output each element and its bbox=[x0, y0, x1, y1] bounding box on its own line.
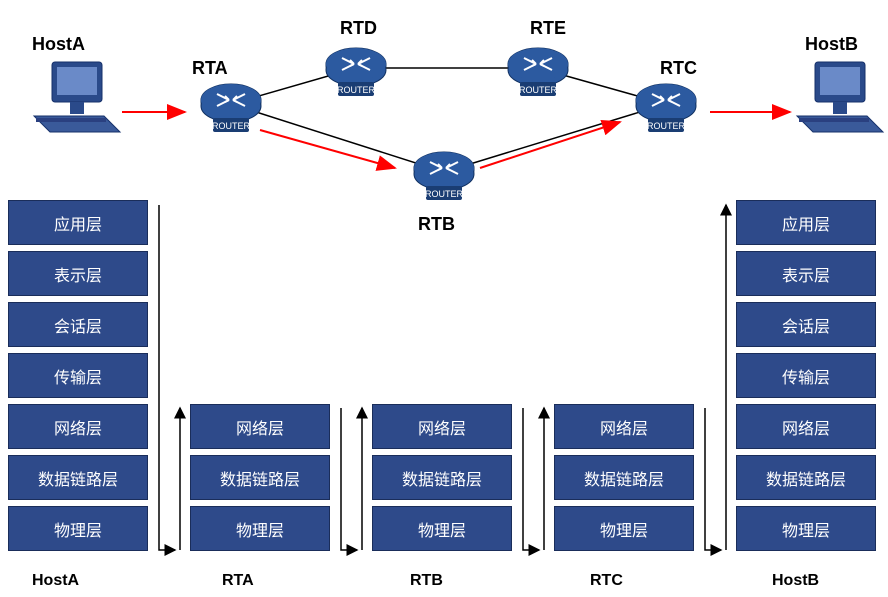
hostA-label: HostA bbox=[32, 34, 85, 55]
layer-box: 物理层 bbox=[736, 506, 876, 551]
rtb-router-icon: ROUTER bbox=[408, 148, 480, 209]
rte-router-icon: ROUTER bbox=[502, 44, 574, 105]
layer-box: 物理层 bbox=[190, 506, 330, 551]
stack-label-rtb: RTB bbox=[410, 572, 443, 590]
layer-box: 物理层 bbox=[372, 506, 512, 551]
layer-box: 应用层 bbox=[736, 200, 876, 245]
layer-box: 应用层 bbox=[8, 200, 148, 245]
layer-box: 数据链路层 bbox=[554, 455, 694, 500]
flow-arrow-2 bbox=[480, 122, 620, 168]
layer-arrow-6 bbox=[705, 408, 721, 550]
rtc-label: RTC bbox=[660, 58, 697, 79]
rtb-label: RTB bbox=[418, 214, 455, 235]
layer-arrow-4 bbox=[523, 408, 539, 550]
svg-text:ROUTER: ROUTER bbox=[647, 121, 686, 131]
layer-box: 会话层 bbox=[8, 302, 148, 347]
layer-box: 网络层 bbox=[736, 404, 876, 449]
stack-label-rta: RTA bbox=[222, 572, 254, 590]
hostA-computer-icon bbox=[32, 60, 122, 143]
rta-router-icon: ROUTER bbox=[195, 80, 267, 141]
svg-text:ROUTER: ROUTER bbox=[425, 189, 464, 199]
layer-box: 表示层 bbox=[736, 251, 876, 296]
layer-box: 网络层 bbox=[554, 404, 694, 449]
layer-box: 传输层 bbox=[736, 353, 876, 398]
rtc-router-icon: ROUTER bbox=[630, 80, 702, 141]
hostB-computer-icon bbox=[795, 60, 885, 143]
layer-box: 物理层 bbox=[8, 506, 148, 551]
layer-box: 传输层 bbox=[8, 353, 148, 398]
layer-box: 网络层 bbox=[372, 404, 512, 449]
layer-arrow-0 bbox=[159, 205, 175, 550]
svg-text:ROUTER: ROUTER bbox=[519, 85, 558, 95]
layer-box: 数据链路层 bbox=[8, 455, 148, 500]
hostB-label: HostB bbox=[805, 34, 858, 55]
layer-box: 网络层 bbox=[8, 404, 148, 449]
svg-text:ROUTER: ROUTER bbox=[337, 85, 376, 95]
stack-label-hostb: HostB bbox=[772, 572, 819, 590]
rtd-label: RTD bbox=[340, 18, 377, 39]
layer-box: 数据链路层 bbox=[372, 455, 512, 500]
stack-label-hosta: HostA bbox=[32, 572, 79, 590]
rte-label: RTE bbox=[530, 18, 566, 39]
layer-box: 数据链路层 bbox=[190, 455, 330, 500]
flow-arrow-1 bbox=[260, 130, 395, 168]
layer-arrow-2 bbox=[341, 408, 357, 550]
rta-label: RTA bbox=[192, 58, 228, 79]
stack-label-rtc: RTC bbox=[590, 572, 623, 590]
layer-box: 物理层 bbox=[554, 506, 694, 551]
svg-text:ROUTER: ROUTER bbox=[212, 121, 251, 131]
layer-box: 会话层 bbox=[736, 302, 876, 347]
layer-box: 数据链路层 bbox=[736, 455, 876, 500]
layer-box: 表示层 bbox=[8, 251, 148, 296]
rtd-router-icon: ROUTER bbox=[320, 44, 392, 105]
layer-box: 网络层 bbox=[190, 404, 330, 449]
